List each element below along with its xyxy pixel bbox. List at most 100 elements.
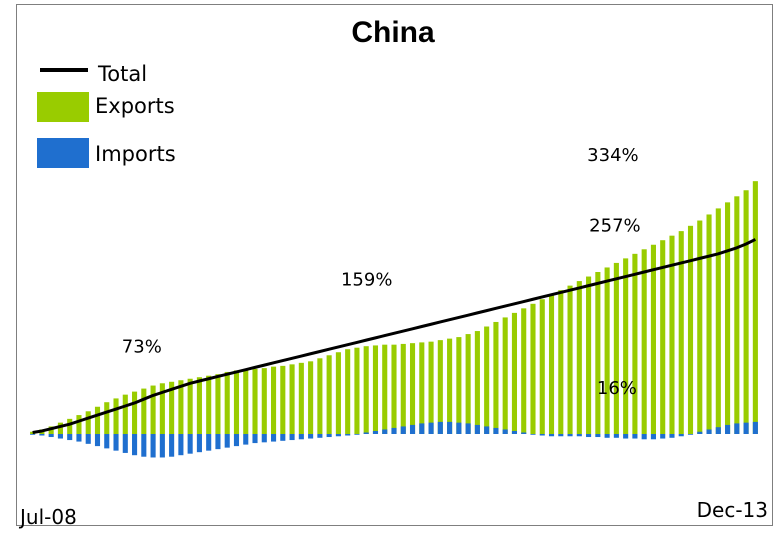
import-bar-64: [623, 434, 629, 439]
import-bar-73: [706, 429, 712, 434]
import-bar-75: [725, 424, 731, 434]
export-bar-4: [67, 418, 73, 434]
import-bar-70: [678, 434, 684, 437]
import-bar-34: [345, 434, 351, 436]
import-bar-47: [465, 423, 471, 434]
export-bar-51: [502, 317, 508, 434]
legend-imports-label: Imports: [95, 142, 176, 166]
chart-title: China: [351, 16, 435, 49]
x-tick-end: Dec-13: [697, 498, 768, 522]
import-bar-67: [650, 434, 656, 440]
export-bar-60: [586, 276, 592, 434]
import-bar-60: [586, 434, 592, 438]
export-bar-32: [326, 355, 332, 434]
import-bar-59: [576, 434, 582, 437]
import-bar-18: [196, 434, 202, 453]
import-bar-38: [382, 429, 388, 434]
import-bar-48: [474, 424, 480, 434]
export-bar-50: [493, 321, 499, 434]
export-bar-36: [363, 346, 369, 434]
export-bar-58: [567, 285, 573, 434]
export-bar-9: [113, 398, 119, 434]
export-bar-42: [419, 342, 425, 434]
import-bar-3: [57, 434, 63, 439]
export-bar-19: [206, 375, 212, 434]
import-bar-11: [132, 434, 138, 456]
import-bar-9: [113, 434, 119, 451]
import-bar-62: [604, 434, 610, 438]
export-bar-5: [76, 415, 82, 434]
import-bar-6: [85, 434, 91, 444]
export-bar-11: [132, 391, 138, 434]
legend-exports-label: Exports: [95, 94, 175, 118]
import-bar-33: [335, 434, 341, 437]
export-bar-43: [428, 341, 434, 434]
export-bar-17: [187, 378, 193, 434]
export-bar-45: [447, 338, 453, 434]
import-bar-40: [400, 426, 406, 434]
import-bar-15: [169, 434, 175, 457]
export-bar-22: [233, 370, 240, 434]
import-bar-52: [511, 430, 518, 434]
export-bar-6: [85, 411, 91, 434]
import-bar-24: [252, 434, 258, 444]
import-bar-43: [428, 422, 434, 434]
export-bar-39: [391, 344, 397, 434]
import-bar-27: [280, 434, 286, 441]
export-bar-24: [252, 368, 258, 434]
export-bar-66: [641, 249, 647, 434]
export-bar-21: [224, 371, 230, 434]
import-bar-45: [447, 421, 453, 434]
export-bar-52: [511, 312, 518, 434]
export-bar-0: [30, 431, 36, 434]
import-bar-35: [354, 434, 360, 435]
export-bar-8: [104, 402, 110, 434]
export-bar-38: [382, 344, 388, 434]
import-bar-23: [243, 434, 249, 445]
import-bar-28: [289, 434, 295, 441]
export-bar-37: [372, 345, 379, 434]
import-bar-5: [76, 434, 82, 442]
export-bar-40: [400, 343, 406, 434]
import-bar-30: [308, 434, 314, 439]
import-bar-78: [752, 421, 758, 434]
plot-area: 73% 159% 334% 257% 16%: [30, 145, 758, 458]
import-bar-32: [326, 434, 332, 438]
import-bar-0: [30, 434, 36, 435]
export-bar-46: [456, 337, 462, 434]
export-bar-55: [539, 299, 545, 434]
export-bar-34: [345, 349, 351, 434]
import-bar-12: [141, 434, 147, 457]
annotation-1: 159%: [341, 270, 392, 291]
import-bar-72: [697, 431, 703, 434]
import-bar-36: [363, 432, 369, 434]
export-bar-26: [271, 366, 277, 434]
import-bar-39: [391, 427, 397, 434]
export-bar-49: [484, 326, 490, 434]
import-bar-17: [187, 434, 193, 454]
export-bar-41: [409, 343, 416, 434]
import-bar-1: [39, 434, 45, 436]
import-bar-76: [734, 423, 740, 434]
export-bar-78: [752, 181, 758, 434]
export-bar-28: [289, 364, 295, 434]
export-bar-48: [474, 331, 480, 434]
export-bar-33: [335, 352, 341, 434]
annotation-4: 16%: [597, 378, 637, 399]
export-bar-35: [354, 347, 360, 434]
export-bar-13: [150, 385, 156, 434]
import-bar-56: [548, 434, 555, 437]
export-bar-18: [196, 377, 202, 434]
export-bar-53: [521, 308, 527, 434]
import-bar-63: [613, 434, 619, 438]
import-bar-26: [271, 434, 277, 442]
import-bar-8: [104, 434, 110, 449]
export-bar-59: [576, 281, 582, 434]
export-bar-14: [159, 383, 165, 434]
import-bar-4: [67, 434, 73, 441]
export-bar-77: [743, 190, 749, 434]
export-bar-16: [178, 380, 184, 434]
import-bar-53: [521, 432, 527, 434]
export-bar-57: [558, 290, 564, 434]
import-bar-74: [715, 427, 721, 434]
